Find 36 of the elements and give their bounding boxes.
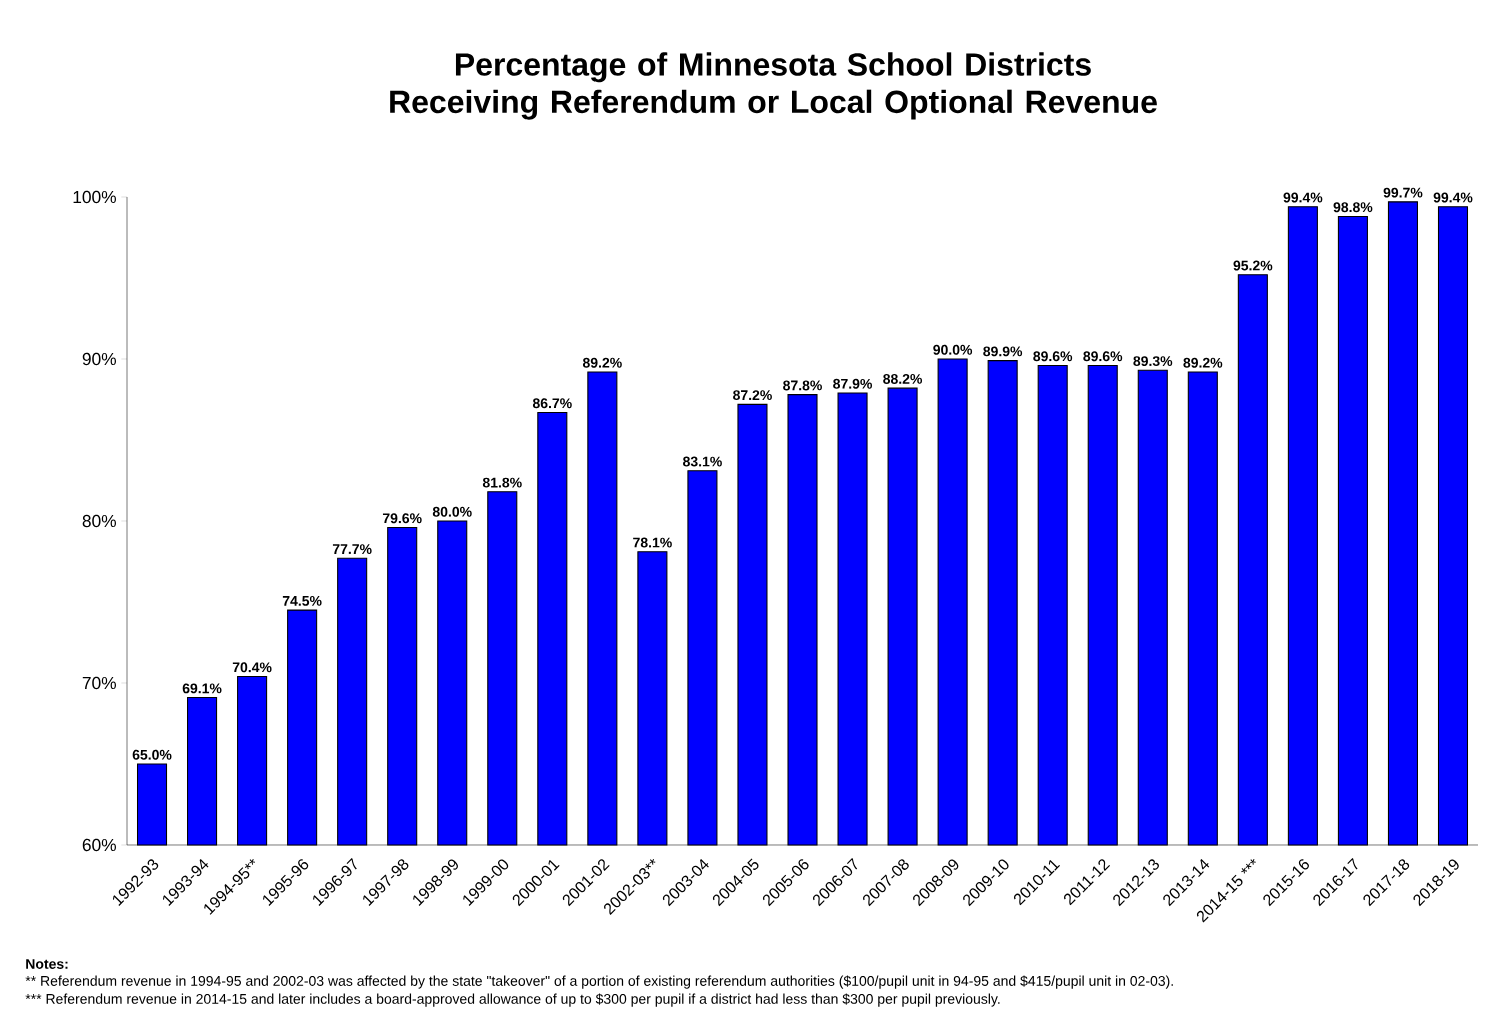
data-label: 87.8% <box>783 380 822 391</box>
data-label: 65.0% <box>132 749 172 760</box>
data-label: 80.0% <box>432 506 472 517</box>
data-label: 98.8% <box>1333 202 1373 213</box>
data-label: 89.2% <box>582 357 622 368</box>
data-label: 89.3% <box>1133 356 1173 367</box>
text: ** Referendum revenue in 1994-95 and 2002-03 was affected by the state "takeover" of a portion of existing referendum authorities ($100/pupil unit in 94-95 and $415/pupil unit in 02-03). <box>25 975 1173 989</box>
y-tick-label: 90% <box>82 352 116 366</box>
y-tick-label: 80% <box>82 514 116 528</box>
y-tick-label: 70% <box>82 676 116 690</box>
text: *** Referendum revenue in 2014-15 and later includes a board-approved allowance of up to $300 per pupil if a district had less than $300 per pupil previously. <box>25 993 1000 1007</box>
data-label: 99.4% <box>1283 192 1323 203</box>
data-label: 77.7% <box>332 544 372 554</box>
y-tick-label: 100% <box>73 190 116 204</box>
data-label: 88.2% <box>883 373 923 384</box>
chart-title: Percentage of Minnesota School Districts Receiving Referendum or Local Optional Revenue <box>390 52 1157 120</box>
data-label: 99.7% <box>1383 187 1423 198</box>
data-label: 83.1% <box>683 456 722 467</box>
data-label: 86.7% <box>532 398 572 409</box>
data-label: 79.6% <box>382 513 422 524</box>
data-label: 81.8% <box>482 477 522 488</box>
data-label: 95.2% <box>1233 260 1273 271</box>
data-label: 89.9% <box>983 346 1023 357</box>
data-label: 89.2% <box>1183 357 1223 368</box>
data-label: 99.4% <box>1433 192 1473 203</box>
data-label: 70.4% <box>232 662 272 673</box>
data-label: 87.2% <box>733 390 772 401</box>
data-label: 89.6% <box>1033 351 1073 362</box>
data-label: 78.1% <box>633 537 672 548</box>
data-label: 87.9% <box>833 378 873 389</box>
data-label: 90.0% <box>933 344 973 355</box>
data-label: 89.6% <box>1083 351 1123 362</box>
text: Notes: <box>26 959 68 969</box>
data-label: 69.1% <box>182 683 222 694</box>
data-label: 74.5% <box>282 595 322 606</box>
y-tick-label: 60% <box>82 838 116 852</box>
